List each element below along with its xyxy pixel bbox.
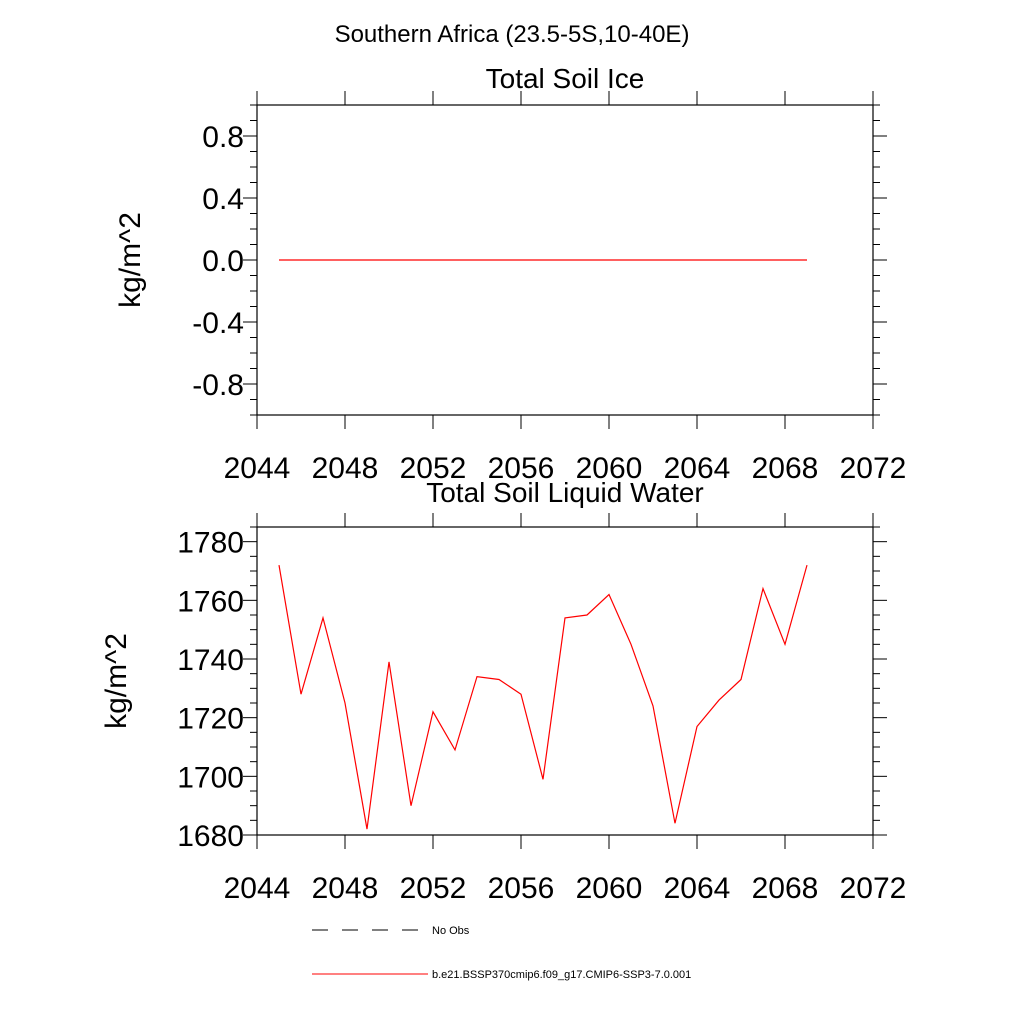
- soil-ice-y-tick-label: -0.8: [192, 369, 244, 402]
- soil-ice-x-tick-label: 2072: [840, 452, 907, 485]
- soil-liquid-y-tick-label: 1720: [177, 703, 244, 736]
- soil-liquid-x-tick-label: 2068: [752, 872, 819, 905]
- soil-ice-title: Total Soil Ice: [486, 63, 645, 94]
- soil-liquid-x-tick-label: 2048: [312, 872, 379, 905]
- soil-liquid-x-tick-label: 2064: [664, 872, 731, 905]
- soil-ice-ticks: [243, 91, 887, 429]
- soil-liquid-ticks: [243, 513, 887, 849]
- soil-liquid-model-line: [278, 564, 808, 830]
- soil-liquid-x-tick-labels: 2044 2048 2052 2056 2060 2064 2068 2072: [224, 872, 907, 905]
- soil-ice-x-tick-labels: 2044 2048 2052 2056 2060 2064 2068 2072: [224, 452, 907, 485]
- soil-liquid-y-axis-label: kg/m^2: [100, 633, 133, 729]
- soil-liquid-y-tick-label: 1760: [177, 585, 244, 618]
- soil-ice-panel: Total Soil Ice 2044 2048 2052 2056 2060 2064 2…: [114, 63, 906, 485]
- legend: No Obs b.e21.BSSP370cmip6.f09_g17.CMIP6-…: [312, 925, 691, 981]
- legend-obs-label: No Obs: [432, 925, 470, 937]
- soil-liquid-title: Total Soil Liquid Water: [426, 477, 704, 508]
- soil-liquid-plot-frame: [256, 526, 874, 836]
- soil-ice-y-tick-label: 0.4: [202, 183, 244, 216]
- figure-title: Southern Africa (23.5-5S,10-40E): [335, 21, 690, 48]
- legend-model-label: b.e21.BSSP370cmip6.f09_g17.CMIP6-SSP3-7.…: [432, 969, 691, 981]
- soil-ice-y-tick-label: 0.8: [202, 121, 244, 154]
- soil-liquid-x-tick-label: 2052: [400, 872, 467, 905]
- soil-ice-x-tick-label: 2052: [400, 452, 467, 485]
- soil-ice-x-tick-label: 2068: [752, 452, 819, 485]
- soil-liquid-y-tick-label: 1740: [177, 644, 244, 677]
- soil-ice-x-tick-label: 2044: [224, 452, 291, 485]
- soil-ice-x-tick-label: 2048: [312, 452, 379, 485]
- soil-liquid-x-tick-label: 2072: [840, 872, 907, 905]
- soil-liquid-panel: Total Soil Liquid Water 2044 2048 2052 2056…: [100, 477, 906, 905]
- soil-ice-y-tick-labels: -0.8 -0.4 0.0 0.4 0.8: [192, 121, 244, 402]
- soil-liquid-x-tick-label: 2056: [488, 872, 555, 905]
- soil-liquid-y-tick-label: 1780: [177, 527, 244, 560]
- soil-ice-x-tick-label: 2056: [488, 452, 555, 485]
- soil-ice-y-tick-label: 0.0: [202, 245, 244, 278]
- soil-liquid-y-tick-label: 1680: [177, 820, 244, 853]
- soil-ice-y-tick-label: -0.4: [192, 307, 244, 340]
- soil-liquid-x-tick-label: 2044: [224, 872, 291, 905]
- soil-ice-y-axis-label: kg/m^2: [114, 212, 147, 308]
- soil-ice-x-tick-label: 2060: [576, 452, 643, 485]
- soil-liquid-y-tick-labels: 1680 1700 1720 1740 1760 1780: [177, 527, 244, 853]
- soil-liquid-series: [278, 564, 808, 830]
- soil-ice-x-tick-label: 2064: [664, 452, 731, 485]
- soil-liquid-x-tick-label: 2060: [576, 872, 643, 905]
- soil-liquid-y-tick-label: 1700: [177, 761, 244, 794]
